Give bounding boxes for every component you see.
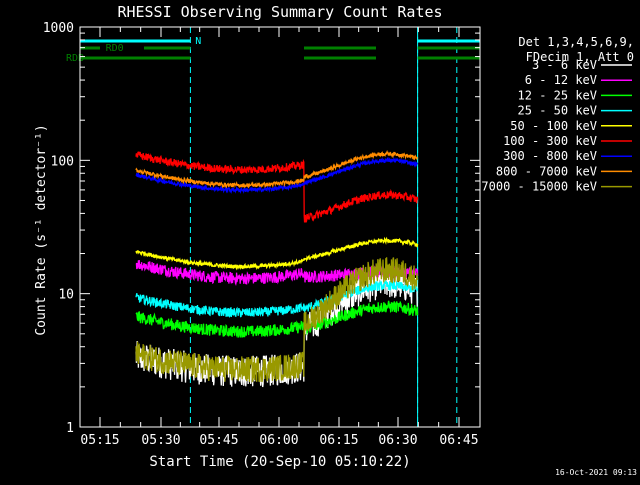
plot-area-group: N RD0 RDB <box>66 27 480 427</box>
legend-label-5: 100 - 300 keV <box>503 134 597 148</box>
flag-label-rdb: RDB <box>66 53 84 64</box>
legend-label-4: 50 - 100 keV <box>510 119 597 133</box>
y-tick-label-2: 100 <box>51 154 74 169</box>
series-line-3 <box>135 279 418 319</box>
series-line-8 <box>135 257 419 383</box>
series-line-5 <box>135 151 419 223</box>
x-tick-label-4: 06:15 <box>319 433 358 448</box>
y-tick-label-1: 10 <box>58 288 74 303</box>
legend-label-1: 6 - 12 keV <box>525 73 597 87</box>
flag-label-rd0: RD0 <box>106 43 124 54</box>
axes-group: 1 10 100 1000 05:15 05:30 05:45 06:00 06:15 06:30… <box>43 21 480 448</box>
legend-label-7: 800 - 7000 keV <box>496 164 597 178</box>
x-tick-label-6: 06:45 <box>439 433 478 448</box>
legend: Det 1,3,4,5,6,9,FDecim 1, Att 03 - 6 keV… <box>481 35 634 194</box>
legend-label-3: 25 - 50 keV <box>518 104 597 118</box>
x-axis-label: Start Time (20-Sep-10 05:10:22) <box>149 454 410 470</box>
x-tick-label-3: 06:00 <box>259 433 298 448</box>
footer-date: 16-Oct-2021 09:13 <box>555 468 637 477</box>
series-line-6 <box>135 156 419 195</box>
plot-frame <box>79 26 481 428</box>
series-line-4 <box>135 236 419 271</box>
legend-label-0: 3 - 6 keV <box>532 58 597 72</box>
x-tick-label-5: 06:30 <box>378 433 417 448</box>
x-tick-label-2: 05:45 <box>199 433 238 448</box>
series-line-7 <box>135 149 418 189</box>
flag-label-n: N <box>195 36 201 47</box>
y-tick-label-0: 1 <box>66 421 74 436</box>
legend-label-8: 7000 - 15000 keV <box>481 180 597 194</box>
series-line-2 <box>135 300 419 339</box>
x-tick-label-1: 05:30 <box>141 433 180 448</box>
legend-label-2: 12 - 25 keV <box>518 88 597 102</box>
y-tick-label-3: 1000 <box>43 21 74 36</box>
legend-label-6: 300 - 800 keV <box>503 149 597 163</box>
chart-title: RHESSI Observing Summary Count Rates <box>117 3 442 21</box>
legend-header-0: Det 1,3,4,5,6,9, <box>518 35 634 49</box>
legend-header-1: FDecim 1, Att 0 <box>526 50 634 64</box>
y-axis-label: Count Rate (s⁻¹ detector⁻¹) <box>34 124 49 335</box>
series-line-1 <box>135 259 419 287</box>
x-tick-label-0: 05:15 <box>80 433 119 448</box>
